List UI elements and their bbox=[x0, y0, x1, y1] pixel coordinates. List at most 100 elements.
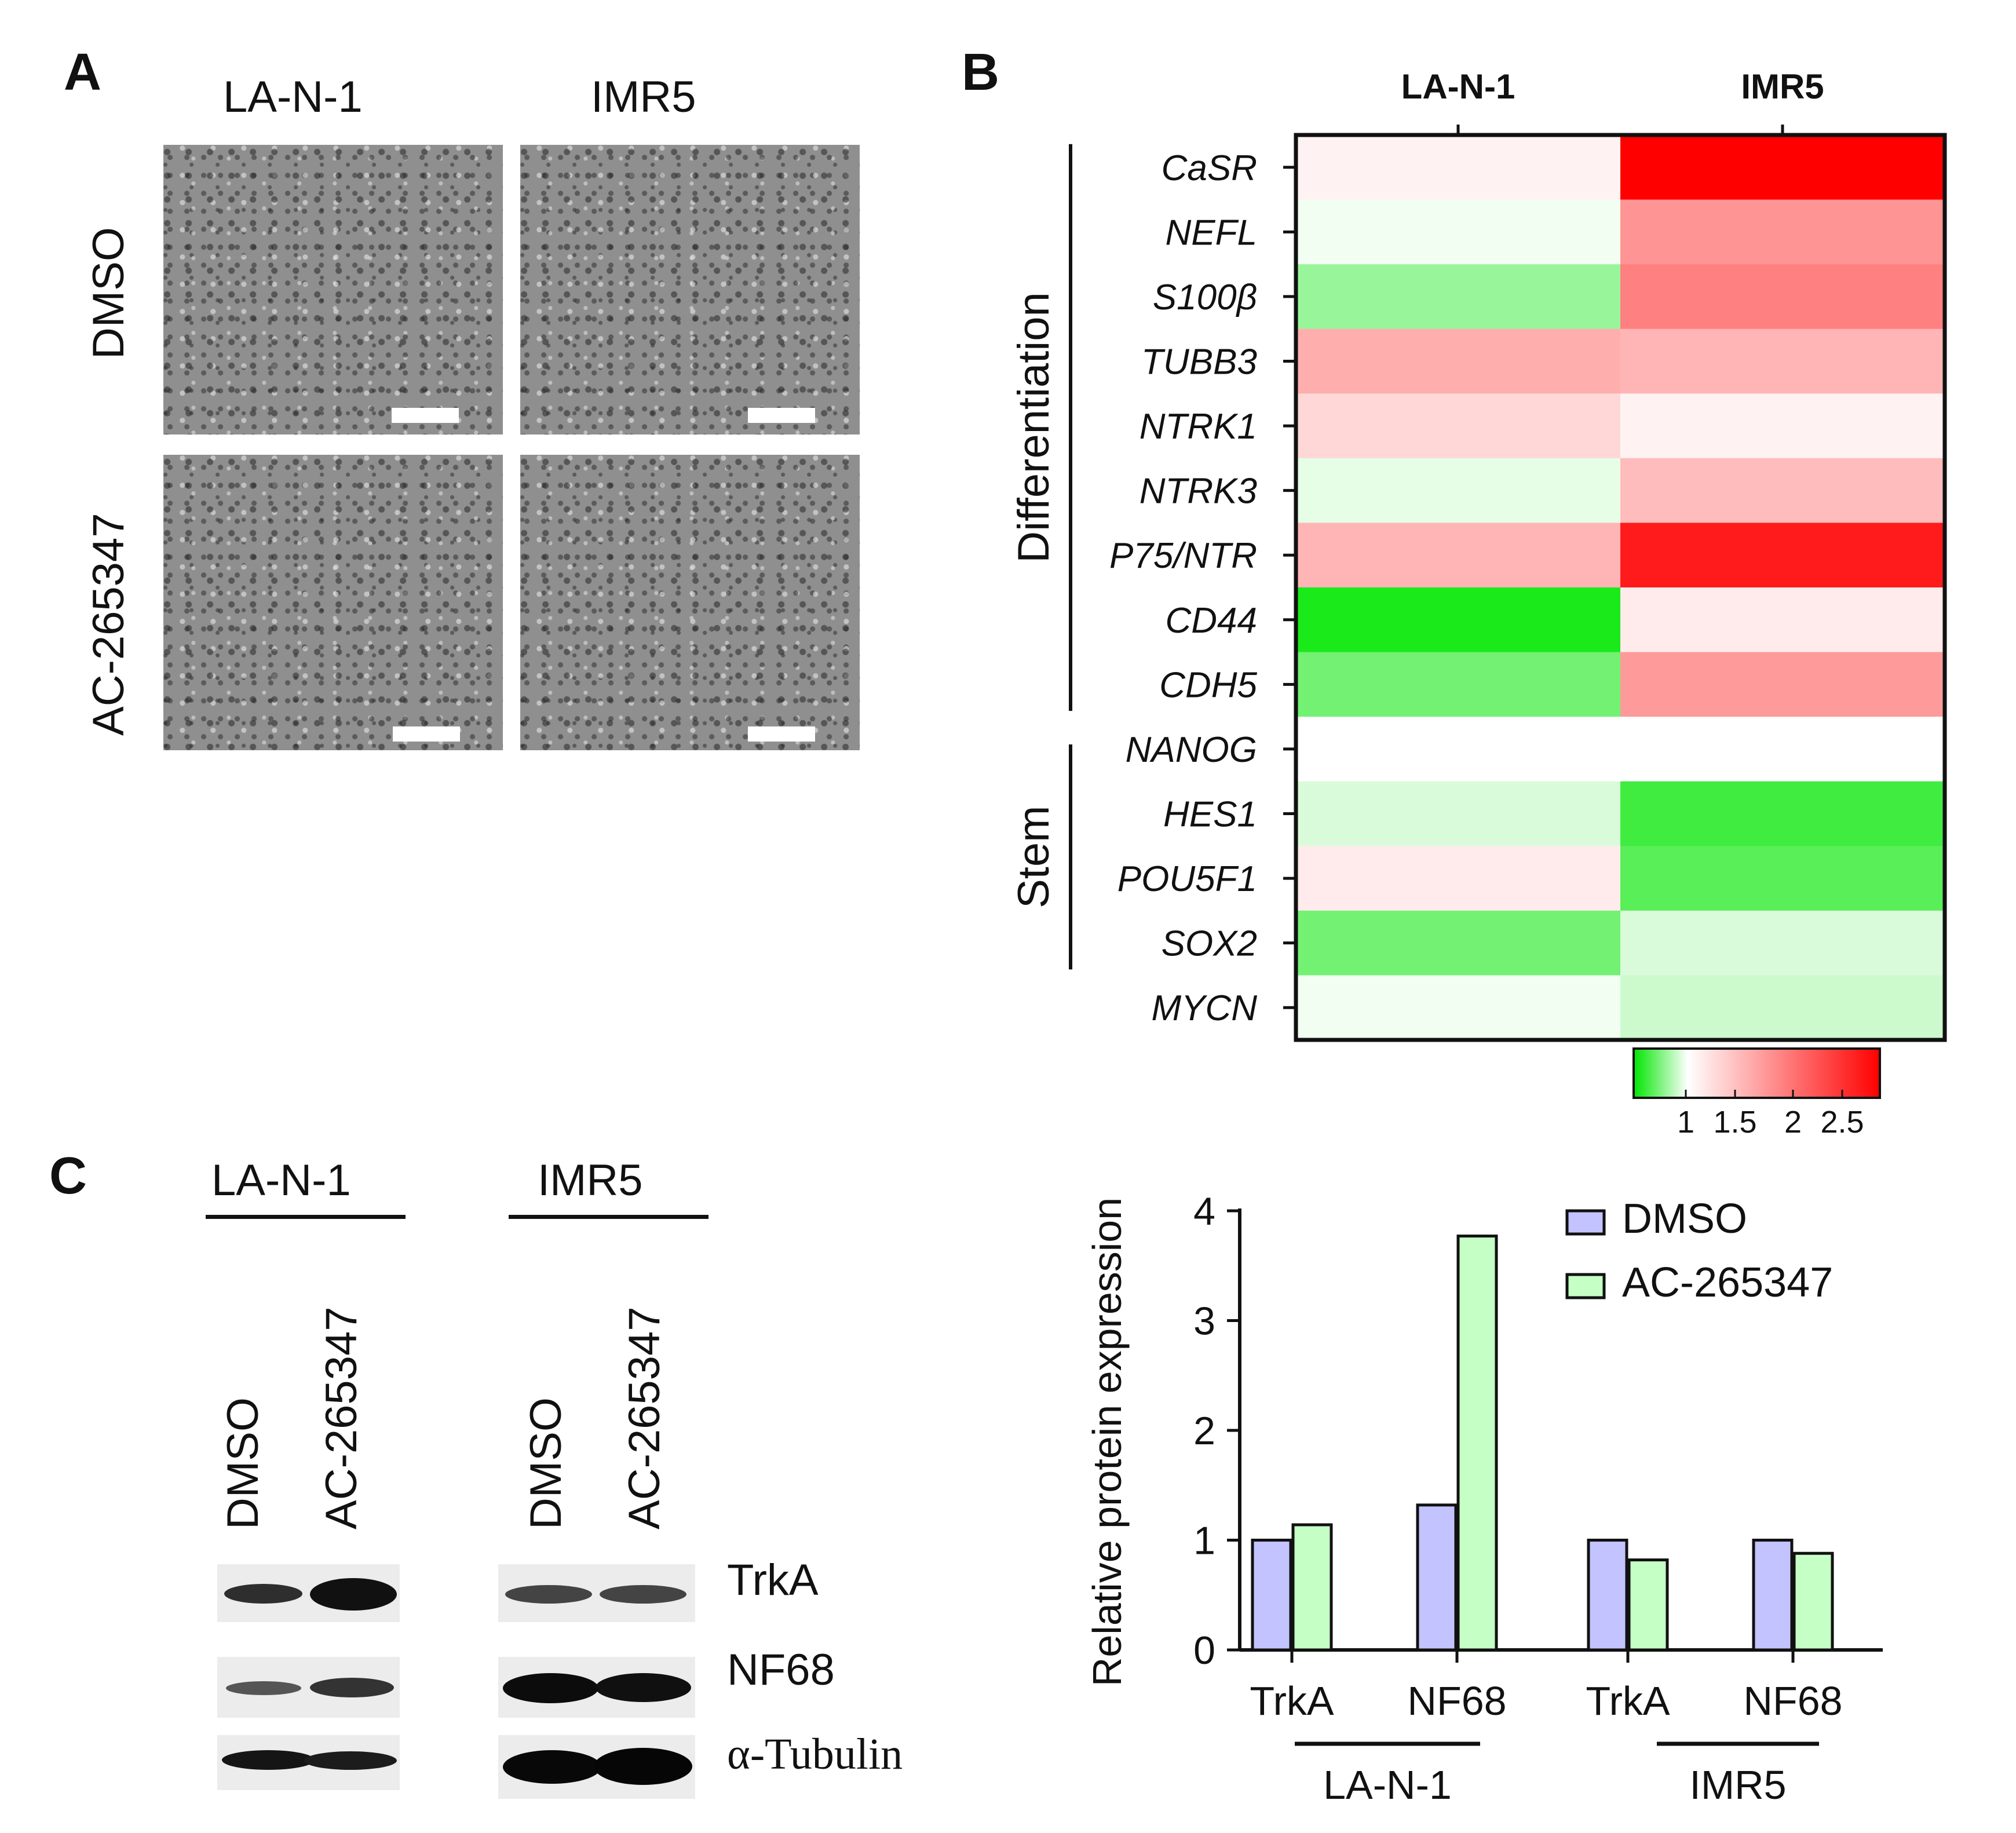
bar-y-tick-label: 0 bbox=[1193, 1628, 1215, 1673]
heatmap-row-label: CaSR bbox=[1162, 148, 1257, 188]
heatmap-cell bbox=[1296, 975, 1621, 1040]
heatmap-chart: CaSR NEFL S100β TUBB3 NTRK1 NTRK3 P75/NTR CD44 C… bbox=[1009, 67, 1947, 1140]
blot-protein-label-nf68: NF68 bbox=[727, 1645, 835, 1695]
bar-ac-265347-nf68 bbox=[1456, 1235, 1498, 1652]
blot-band bbox=[600, 1585, 686, 1604]
blot-protein-label-trka: TrkA bbox=[727, 1556, 819, 1605]
bar-dmso-trka bbox=[1587, 1539, 1628, 1652]
panel-b-letter: B bbox=[962, 43, 999, 101]
legend-label: AC-265347 bbox=[1622, 1259, 1833, 1306]
heatmap-row-label: NANOG bbox=[1126, 730, 1257, 770]
panel-c-letter: C bbox=[49, 1147, 87, 1205]
heatmap-row-label: CDH5 bbox=[1159, 665, 1257, 705]
heatmap-cell bbox=[1620, 393, 1945, 459]
colorbar bbox=[1632, 1047, 1881, 1099]
heatmap-cell bbox=[1296, 199, 1621, 265]
heatmap-cell bbox=[1620, 458, 1945, 523]
heatmap-row-label: P75/NTR bbox=[1109, 536, 1257, 576]
heatmap-cell bbox=[1620, 652, 1945, 717]
heatmap-cell bbox=[1620, 975, 1945, 1040]
colorbar-tick-label: 1 bbox=[1677, 1105, 1694, 1140]
blot-band bbox=[505, 1585, 592, 1604]
heatmap-row-label: POU5F1 bbox=[1117, 859, 1257, 899]
heatmap-cell bbox=[1296, 264, 1621, 330]
blot-strip-imr5-tubulin bbox=[498, 1735, 695, 1799]
blot-band bbox=[503, 1673, 598, 1703]
bar-ac-265347-nf68 bbox=[1792, 1551, 1834, 1652]
group-label-stem: Stem bbox=[1009, 806, 1058, 908]
bar-y-tick-label: 3 bbox=[1193, 1299, 1215, 1343]
heatmap-cell bbox=[1620, 781, 1945, 846]
heatmap-cell bbox=[1620, 523, 1945, 588]
blot-protein-label-tubulin: α-Tubulin bbox=[727, 1730, 903, 1779]
blot-cell-line-rule-imr5 bbox=[509, 1215, 708, 1219]
colorbar-tick-label: 2.5 bbox=[1820, 1105, 1864, 1140]
bar-dmso-nf68 bbox=[1752, 1539, 1794, 1652]
blot-strip-la-n-1-tubulin bbox=[217, 1735, 400, 1790]
heatmap-cell bbox=[1620, 587, 1945, 653]
blot-cell-line-imr5: IMR5 bbox=[538, 1156, 643, 1205]
bar-dmso-trka bbox=[1251, 1539, 1292, 1652]
blot-cell-line-la-n-1: LA-N-1 bbox=[211, 1156, 351, 1205]
blot-band bbox=[310, 1678, 394, 1697]
bar-y-tick-label: 1 bbox=[1193, 1519, 1215, 1563]
heatmap-cell bbox=[1296, 328, 1621, 394]
bar-ac-265347-trka bbox=[1291, 1523, 1333, 1652]
blot-band bbox=[310, 1578, 397, 1611]
heatmap-cell bbox=[1296, 910, 1621, 976]
heatmap-row-label: MYCN bbox=[1151, 988, 1257, 1028]
blot-band bbox=[304, 1751, 397, 1770]
bar-x-tick-label: NF68 bbox=[1407, 1678, 1506, 1724]
scale-bar bbox=[748, 408, 815, 423]
heatmap-cell bbox=[1620, 264, 1945, 330]
legend-swatch bbox=[1565, 1209, 1606, 1236]
colorbar-tick-label: 2 bbox=[1784, 1105, 1802, 1140]
scale-bar bbox=[393, 726, 460, 742]
panel-a-col-label-imr5: IMR5 bbox=[591, 72, 696, 122]
heatmap-cell bbox=[1296, 846, 1621, 911]
heatmap-cell bbox=[1296, 717, 1621, 782]
blot-strip-la-n-1-nf68 bbox=[217, 1657, 400, 1718]
scale-bar bbox=[392, 408, 459, 423]
blot-strip-imr5-nf68 bbox=[498, 1657, 695, 1718]
bar-x-tick-label: NF68 bbox=[1743, 1678, 1842, 1724]
heatmap-row-label: NTRK3 bbox=[1140, 472, 1257, 512]
blot-band bbox=[596, 1673, 691, 1702]
blot-cell-line-rule-la-n-1 bbox=[206, 1215, 406, 1219]
panel-a-letter: A bbox=[64, 43, 101, 101]
blot-strip-imr5-trka bbox=[498, 1564, 695, 1622]
heatmap-cell bbox=[1296, 458, 1621, 523]
blot-band bbox=[224, 1584, 302, 1604]
heatmap-row-label: CD44 bbox=[1165, 601, 1257, 641]
heatmap-row-label: TUBB3 bbox=[1141, 342, 1257, 382]
blot-band bbox=[594, 1748, 692, 1785]
heatmap-cell bbox=[1620, 717, 1945, 782]
heatmap-column-label: IMR5 bbox=[1741, 67, 1824, 106]
legend-label: DMSO bbox=[1622, 1196, 1747, 1242]
blot-band bbox=[226, 1681, 301, 1695]
heatmap-cell bbox=[1620, 199, 1945, 265]
heatmap-row-label: S100β bbox=[1153, 277, 1257, 317]
micrograph-la-n-1-ac-265347 bbox=[163, 455, 503, 750]
heatmap-frame bbox=[1294, 133, 1947, 1042]
blot-strip-la-n-1-trka bbox=[217, 1564, 400, 1622]
bar-group-label: LA-N-1 bbox=[1323, 1762, 1452, 1808]
heatmap-cell bbox=[1620, 846, 1945, 911]
heatmap-row-label: NTRK1 bbox=[1140, 407, 1257, 447]
heatmap-cell bbox=[1296, 587, 1621, 653]
bar-group-label: IMR5 bbox=[1689, 1762, 1786, 1808]
legend-swatch bbox=[1565, 1273, 1606, 1299]
panel-a-col-label-la-n-1: LA-N-1 bbox=[223, 72, 363, 122]
heatmap-row-label: HES1 bbox=[1163, 795, 1257, 835]
heatmap-cell bbox=[1296, 523, 1621, 588]
micrograph-imr5-dmso bbox=[520, 145, 860, 434]
heatmap-cell bbox=[1296, 393, 1621, 459]
micrograph-imr5-ac-265347 bbox=[520, 455, 860, 750]
bar-ac-265347-trka bbox=[1627, 1558, 1669, 1652]
heatmap-row-label: SOX2 bbox=[1162, 924, 1257, 964]
heatmap-cell bbox=[1620, 328, 1945, 394]
bar-y-axis-label: Relative protein expression bbox=[1084, 1197, 1130, 1686]
heatmap-cell bbox=[1296, 781, 1621, 846]
